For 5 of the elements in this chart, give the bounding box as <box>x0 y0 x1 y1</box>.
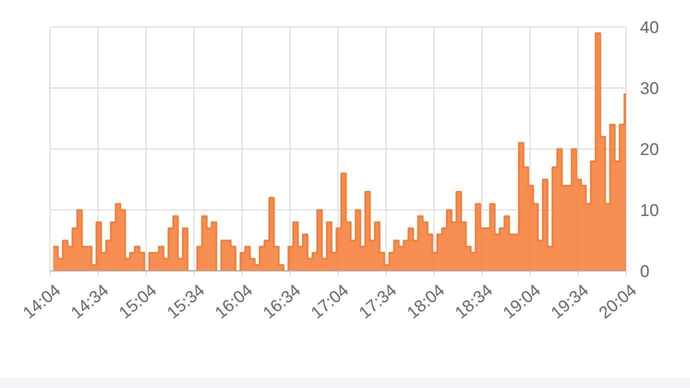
y-tick-label: 30 <box>640 78 659 98</box>
y-tick-label: 10 <box>640 200 659 220</box>
y-tick-label: 40 <box>640 18 659 37</box>
y-tick-label: 0 <box>640 262 650 281</box>
y-tick-label: 20 <box>640 140 659 159</box>
